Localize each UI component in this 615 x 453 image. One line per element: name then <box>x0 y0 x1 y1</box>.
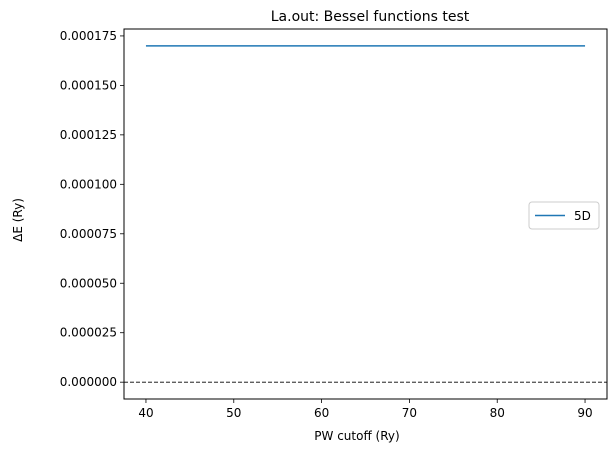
y-tick-label: 0.000100 <box>60 177 117 191</box>
y-tick-label: 0.000025 <box>60 326 117 340</box>
x-tick-label: 90 <box>577 406 592 420</box>
legend-label-5d: 5D <box>574 209 591 223</box>
y-tick-label: 0.000175 <box>60 29 117 43</box>
x-axis-label: PW cutoff (Ry) <box>314 429 399 443</box>
x-tick-label: 60 <box>314 406 329 420</box>
y-tick-label: 0.000150 <box>60 78 117 92</box>
x-tick-label: 80 <box>490 406 505 420</box>
y-axis: 0.000000 0.000025 0.000050 0.000075 0.000100… <box>60 29 124 389</box>
y-tick-label: 0.000075 <box>60 227 117 241</box>
x-tick-label: 70 <box>402 406 417 420</box>
y-tick-label: 0.000050 <box>60 276 117 290</box>
x-tick-label: 40 <box>138 406 153 420</box>
y-tick-label: 0.000125 <box>60 128 117 142</box>
axes-frame <box>123 28 608 400</box>
chart-title: La.out: Bessel functions test <box>271 9 470 25</box>
x-axis: 40 50 60 70 80 90 <box>138 399 593 420</box>
legend: 5D <box>528 201 600 230</box>
plot-area <box>124 45 607 383</box>
x-tick-label: 50 <box>226 406 241 420</box>
y-axis-label: ΔE (Ry) <box>11 198 25 242</box>
y-tick-label: 0.000000 <box>60 375 117 389</box>
